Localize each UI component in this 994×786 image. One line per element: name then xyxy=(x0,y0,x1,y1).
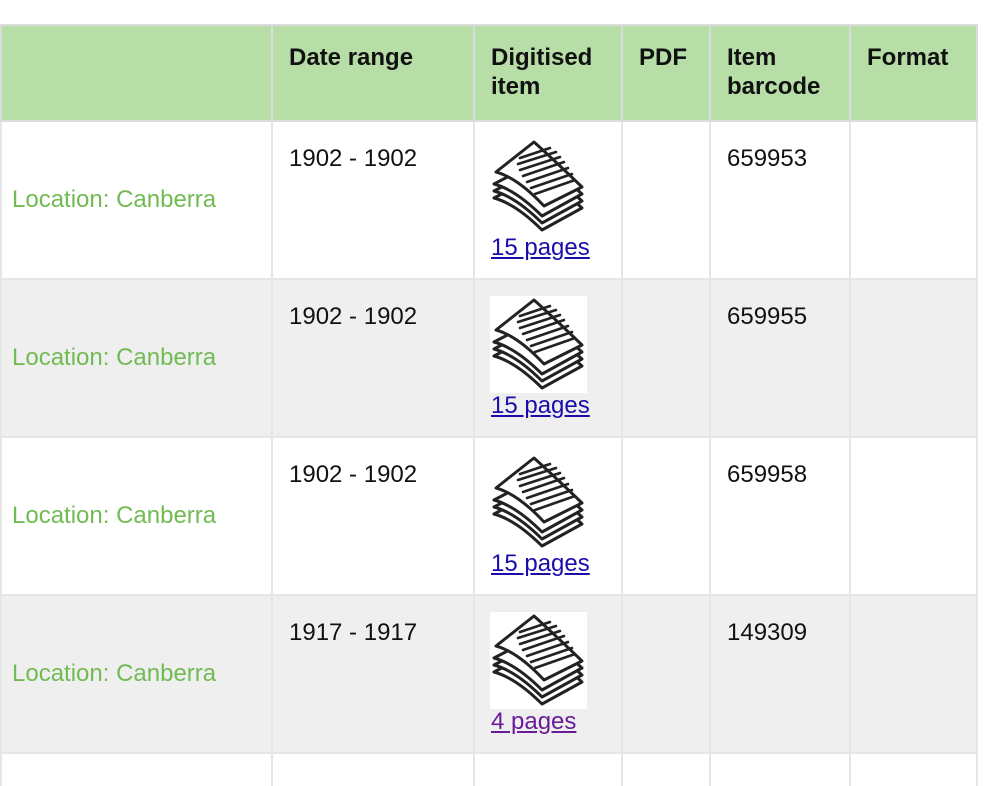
pages-link[interactable]: 15 pages xyxy=(491,392,590,419)
pages-link[interactable]: 4 pages xyxy=(491,708,577,735)
date-range-cell: 1902 - 1902 xyxy=(271,120,475,280)
barcode-cell: 149309 xyxy=(709,594,851,754)
document-stack-icon[interactable] xyxy=(490,454,587,551)
date-range-cell: 1902 - 1902 xyxy=(271,278,475,438)
digitised-item-cell: 15 pages xyxy=(473,278,623,438)
date-range-cell: 1902 - 1902 xyxy=(271,436,475,596)
barcode-cell: 659955 xyxy=(709,278,851,438)
column-header-digitised-item: Digitised item xyxy=(473,24,623,122)
table-row-partial xyxy=(0,752,978,786)
barcode-text: 659953 xyxy=(727,145,808,172)
pages-link[interactable]: 15 pages xyxy=(491,234,590,261)
location-cell: Location: Canberra xyxy=(0,120,273,280)
date-range-cell: 1917 - 1917 xyxy=(271,594,475,754)
format-cell xyxy=(849,278,978,438)
format-cell xyxy=(849,120,978,280)
digitised-item-cell: 15 pages xyxy=(473,436,623,596)
barcode-text: 659958 xyxy=(727,461,808,488)
records-table: Date range Digitised item PDF Item barco… xyxy=(0,24,978,786)
empty-cell xyxy=(621,752,711,786)
empty-cell xyxy=(271,752,475,786)
pages-link[interactable]: 15 pages xyxy=(491,550,590,577)
empty-cell xyxy=(473,752,623,786)
records-table-container: Date range Digitised item PDF Item barco… xyxy=(0,24,978,786)
empty-cell xyxy=(0,752,273,786)
table-row: Location: Canberra 1902 - 1902 xyxy=(0,120,978,280)
table-row: Location: Canberra 1902 - 1902 xyxy=(0,278,978,438)
format-cell xyxy=(849,436,978,596)
location-cell: Location: Canberra xyxy=(0,278,273,438)
date-range-text: 1902 - 1902 xyxy=(289,145,418,172)
barcode-cell: 659958 xyxy=(709,436,851,596)
column-header-location xyxy=(0,24,273,122)
date-range-text: 1902 - 1902 xyxy=(289,303,418,330)
document-stack-icon[interactable] xyxy=(490,138,587,235)
barcode-cell: 659953 xyxy=(709,120,851,280)
location-cell: Location: Canberra xyxy=(0,436,273,596)
empty-cell xyxy=(709,752,851,786)
table-row: Location: Canberra 1902 - 1902 xyxy=(0,436,978,596)
date-range-text: 1917 - 1917 xyxy=(289,619,418,646)
column-header-item-barcode: Item barcode xyxy=(709,24,851,122)
barcode-text: 659955 xyxy=(727,303,808,330)
document-stack-icon[interactable] xyxy=(490,612,587,709)
barcode-text: 149309 xyxy=(727,619,808,646)
empty-cell xyxy=(849,752,978,786)
table-row: Location: Canberra 1917 - 1917 xyxy=(0,594,978,754)
pdf-cell xyxy=(621,594,711,754)
date-range-text: 1902 - 1902 xyxy=(289,461,418,488)
pdf-cell xyxy=(621,436,711,596)
digitised-item-cell: 15 pages xyxy=(473,120,623,280)
document-stack-icon[interactable] xyxy=(490,296,587,393)
digitised-item-cell: 4 pages xyxy=(473,594,623,754)
column-header-pdf: PDF xyxy=(621,24,711,122)
pdf-cell xyxy=(621,278,711,438)
table-header-row: Date range Digitised item PDF Item barco… xyxy=(0,24,978,122)
column-header-date-range: Date range xyxy=(271,24,475,122)
pdf-cell xyxy=(621,120,711,280)
location-cell: Location: Canberra xyxy=(0,594,273,754)
format-cell xyxy=(849,594,978,754)
column-header-format: Format xyxy=(849,24,978,122)
